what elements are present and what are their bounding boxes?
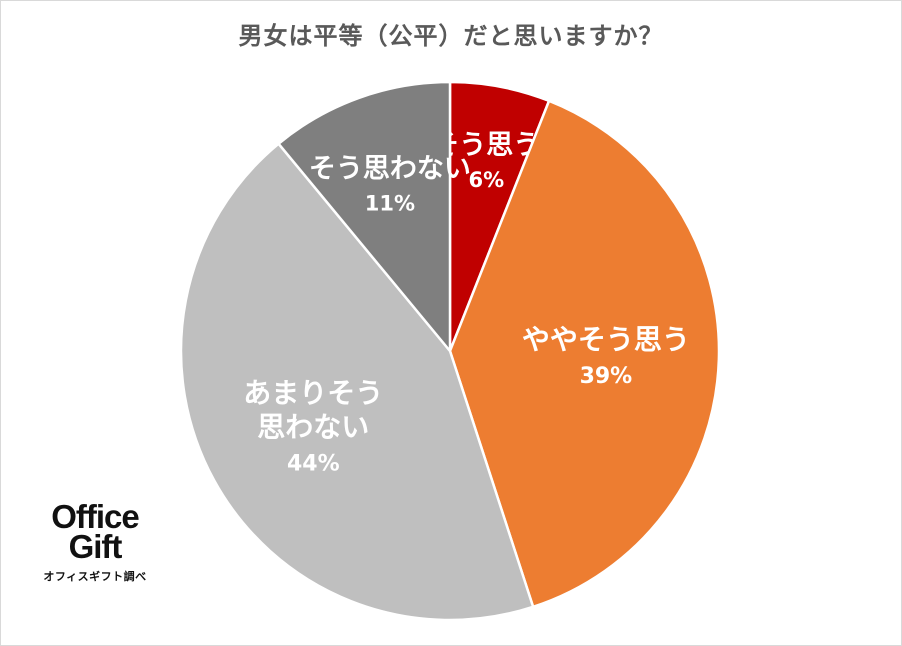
- slice-category-label: 思わない: [257, 410, 369, 443]
- slice-yaya-sou-omou-label: ややそう思う 39%: [522, 323, 690, 389]
- slice-category-label: ややそう思う: [522, 323, 690, 356]
- chart-title: 男女は平等（公平）だと思いますか？: [238, 22, 664, 50]
- logo-line-1: Office: [51, 498, 140, 535]
- slice-yaya-sou-omou: [448, 99, 721, 609]
- slice-amari-sou-omowanai-label: あまりそう思わない 44%: [243, 376, 383, 476]
- office-gift-logo: Office Gift オフィスギフト調べ: [30, 498, 160, 584]
- logo-caption: オフィスギフト調べ: [43, 570, 147, 583]
- slice-value-label: 6%: [468, 168, 504, 192]
- slice-sou-omowanai-label: そう思わない 11%: [309, 153, 471, 215]
- slice-amari-sou-omowanai: [179, 142, 535, 622]
- slice-sou-omowanai: [277, 80, 452, 353]
- slice-category-label: あまりそう: [243, 376, 383, 409]
- slice-value-label: 11%: [365, 191, 415, 215]
- slice-category-label: そう思わない: [309, 153, 471, 184]
- slice-value-label: 44%: [287, 452, 340, 477]
- slice-value-label: 39%: [580, 364, 633, 389]
- logo-line-2: Gift: [68, 528, 123, 565]
